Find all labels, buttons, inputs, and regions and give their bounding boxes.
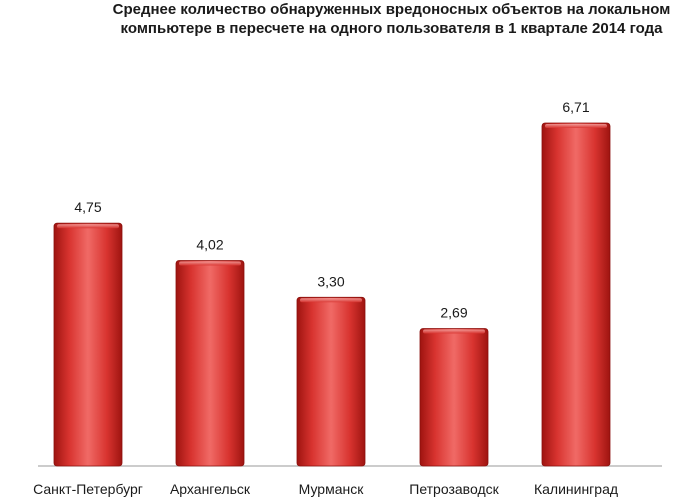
- bar-1: [53, 222, 123, 467]
- category-label-2: Архангельск: [170, 481, 251, 497]
- bar-highlight-5: [545, 124, 607, 128]
- category-label-4: Петрозаводск: [409, 481, 499, 497]
- chart-title-line-1: Среднее количество обнаруженных вредонос…: [112, 1, 671, 18]
- chart-title-line-2: компьютере в пересчете на одного пользов…: [120, 20, 663, 37]
- bar-4: [419, 328, 489, 467]
- value-labels-group: 4,75 4,02 3,30 2,69 6,71: [74, 99, 589, 320]
- bars-group: [53, 122, 611, 467]
- bar-2: [175, 260, 245, 467]
- category-label-1: Санкт-Петербург: [33, 481, 143, 497]
- category-labels-group: Санкт-Петербург Архангельск Мурманск Петроз…: [33, 481, 618, 497]
- bar-highlight-4: [423, 329, 485, 334]
- category-label-5: Калининград: [534, 481, 618, 497]
- bar-3: [296, 296, 366, 467]
- value-label-2: 4,02: [196, 237, 223, 253]
- value-label-1: 4,75: [74, 199, 101, 215]
- bar-highlight-2: [179, 261, 241, 266]
- category-label-3: Мурманск: [299, 481, 365, 497]
- bar-highlight-1: [57, 224, 119, 229]
- value-label-3: 3,30: [317, 273, 344, 289]
- chart-title: Среднее количество обнаруженных вредонос…: [0, 0, 693, 38]
- bar-5: [541, 122, 611, 467]
- bar-highlight-3: [300, 298, 362, 303]
- value-label-5: 6,71: [562, 99, 589, 115]
- value-label-4: 2,69: [440, 304, 467, 320]
